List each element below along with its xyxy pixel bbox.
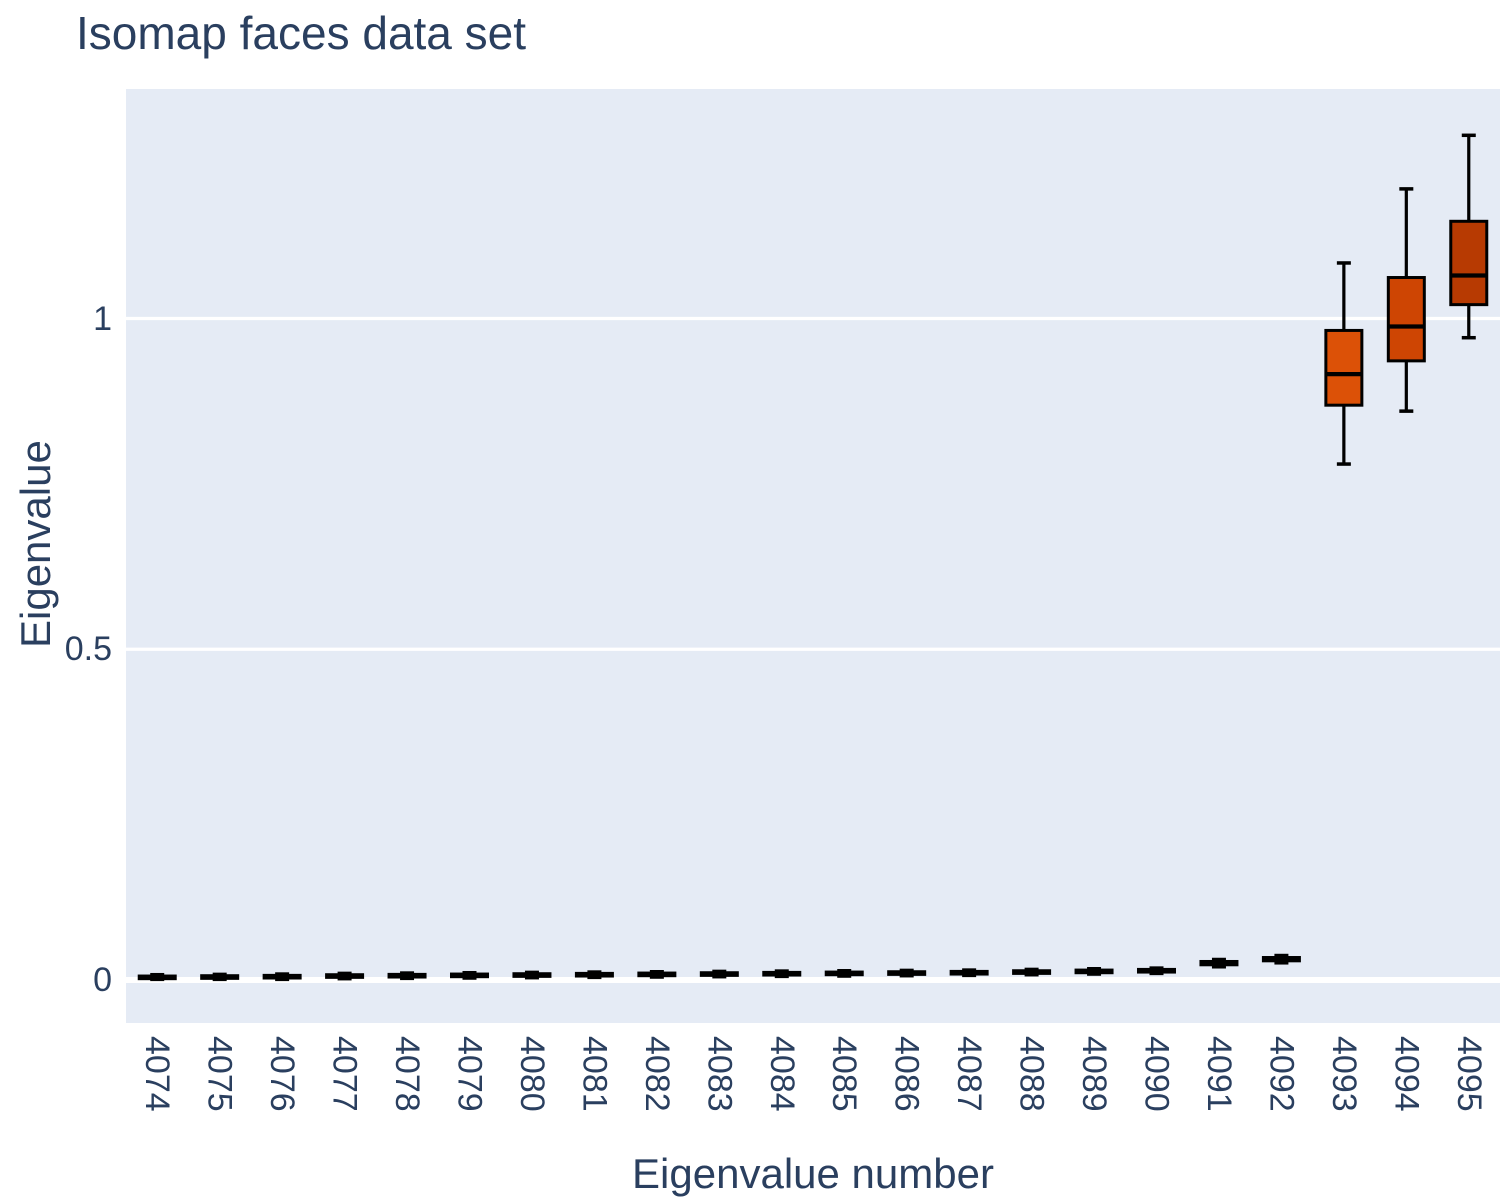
box-rect [1386,276,1426,363]
box-4089 [1074,967,1114,976]
box-4088 [1012,967,1052,977]
x-axis-title: Eigenvalue number [632,1150,994,1197]
box-4075 [200,972,240,982]
x-tick-label: 4081 [575,1036,614,1112]
box-rect [1324,328,1364,407]
chart-title: Isomap faces data set [76,7,527,59]
x-tick-label: 4086 [887,1036,926,1112]
box-4087 [949,968,989,978]
box-4094 [1386,187,1426,413]
box-4078 [387,971,427,981]
box-4090 [1137,966,1176,976]
box-4082 [637,969,677,979]
box-4077 [325,971,365,981]
x-tick-label: 4074 [138,1036,177,1112]
x-tick-label: 4089 [1075,1036,1114,1112]
x-tick-label: 4093 [1324,1036,1363,1112]
box-rect [1449,219,1489,307]
box-4080 [512,970,552,980]
box-4086 [887,968,927,978]
plot-area [126,89,1500,1023]
x-tick-label: 4090 [1137,1036,1176,1112]
y-tick-label: 0.5 [64,630,112,669]
box-4076 [262,972,302,982]
box-4079 [450,970,489,980]
x-tick-label: 4075 [200,1036,239,1112]
box-4093 [1324,261,1364,466]
y-tick-label: 0 [93,961,112,999]
x-tick-label: 4094 [1387,1036,1426,1112]
box-4084 [762,969,802,979]
x-tick-label: 4085 [825,1036,864,1112]
x-tick-label: 4076 [263,1036,302,1112]
box-4091 [1199,957,1239,969]
x-tick-label: 4084 [762,1036,801,1112]
x-tick-label: 4092 [1262,1036,1301,1112]
box-4095 [1449,133,1489,340]
box-4074 [137,972,177,982]
x-tick-label: 4087 [950,1036,989,1112]
box-4081 [574,970,614,980]
y-axis-title: Eigenvalue [12,440,59,648]
box-4092 [1261,953,1301,965]
x-tick-label: 4080 [512,1036,551,1112]
y-tick-label: 1 [93,299,112,338]
x-tick-label: 4083 [700,1036,739,1112]
box-4083 [699,969,739,979]
x-tick-label: 4095 [1449,1036,1488,1112]
x-tick-label: 4077 [325,1036,364,1112]
x-tick-label: 4091 [1199,1036,1238,1112]
x-tick-label: 4082 [637,1036,676,1112]
x-tick-label: 4079 [450,1036,489,1112]
box-4085 [824,968,864,978]
x-tick-label: 4088 [1012,1036,1051,1112]
x-tick-label: 4078 [388,1036,427,1112]
